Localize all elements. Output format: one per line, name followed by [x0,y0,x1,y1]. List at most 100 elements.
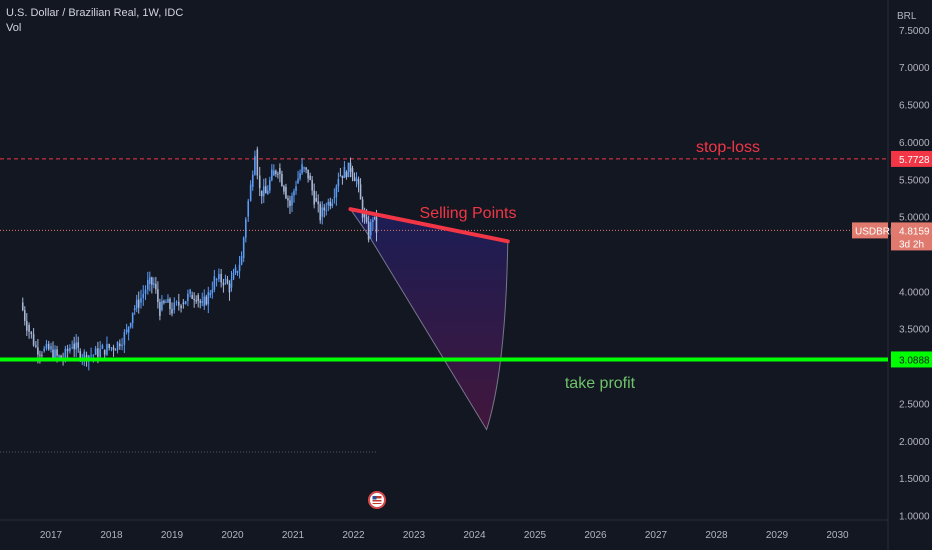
x-tick-label: 2024 [463,530,486,541]
candle-body [127,326,130,333]
candle-body [309,175,311,181]
candle-body [337,179,340,187]
selling-points-line[interactable] [348,207,510,244]
candle-body [319,204,322,221]
candle-body [307,169,309,179]
candle-body [260,190,263,197]
candle-body [351,168,354,177]
candle-body [209,293,212,296]
candle-body [293,190,295,196]
candle-body [305,167,307,170]
candle-body [50,345,52,350]
stop-loss-price-label: 5.7728 [899,155,930,166]
candle-body [357,179,360,185]
candle-body [222,282,225,286]
candle-body [273,170,275,176]
volume-indicator-label[interactable]: Vol [6,22,22,34]
candle-body [287,198,289,201]
candle-body [52,349,54,358]
candle-body [240,256,243,265]
candle-body [211,289,214,294]
candle-body [247,200,250,217]
x-tick-label: 2021 [282,530,305,541]
candle-body [114,349,117,351]
candle-body [21,302,24,311]
candle-body [215,279,218,281]
candle-body [303,167,305,169]
y-tick-label: 7.0000 [899,63,930,74]
x-tick-label: 2028 [705,530,728,541]
currency-label: BRL [897,11,917,22]
candle-body [205,296,208,305]
candle-body [341,175,344,179]
candle-body [182,302,185,305]
candle-body [69,348,71,352]
y-tick-label: 3.5000 [899,325,930,336]
candle-body [269,180,271,191]
candle-body [363,212,366,217]
x-tick-label: 2022 [342,530,365,541]
candle-body [355,178,358,182]
candle-body [149,277,151,284]
y-tick-label: 2.5000 [899,399,930,410]
candle-body [99,348,101,357]
flag-canton [372,496,377,500]
candle-body [238,264,241,272]
take-profit-price-label: 3.0888 [899,355,930,366]
selling-points-label: Selling Points [420,205,517,222]
candle-body [75,342,78,350]
candle-body [110,347,113,349]
candle-body [258,175,261,189]
candle-body [281,173,283,187]
candle-body [39,354,41,356]
candle-body [329,201,332,206]
candle-body [266,190,269,195]
candle-body [321,207,324,217]
candle-body [327,201,330,206]
candle-body [249,184,252,201]
candle-body [339,175,342,177]
candle-body [165,302,167,304]
candle-body [97,348,99,357]
candle-body [189,289,191,294]
candle-body [163,300,165,303]
x-tick-label: 2019 [161,530,184,541]
candle-body [345,171,348,178]
candle-body [54,349,56,358]
candle-body [43,348,45,352]
candle-body [299,173,301,179]
candle-body [279,168,281,174]
candle-body [242,237,245,258]
candle-body [369,222,372,236]
candle-body [343,166,346,179]
y-tick-label: 5.0000 [899,213,930,224]
candle-body [372,220,374,223]
candle-body [112,347,115,350]
candle-body [26,320,28,331]
candle-body [359,184,362,200]
candle-body [297,178,299,184]
candle-body [159,302,161,317]
candle-body [121,344,123,347]
candle-body [41,355,43,356]
candle-body [184,301,187,305]
candle-body [234,267,237,273]
candle-body [151,277,153,285]
take-profit-label: take profit [565,375,636,392]
candle-body [375,217,378,233]
candle-body [123,332,126,345]
candle-body [191,295,193,299]
candle-body [137,299,140,308]
candle-body [133,308,136,311]
candle-body [365,216,368,222]
projection-wedge [349,208,509,431]
candle-body [129,323,132,327]
candle-body [230,279,233,288]
candle-body [283,186,285,192]
bar-countdown: 3d 2h [899,239,924,250]
y-tick-label: 2.0000 [899,437,930,448]
candle-body [135,299,138,309]
candle-body [195,300,197,302]
candle-body [175,301,178,303]
